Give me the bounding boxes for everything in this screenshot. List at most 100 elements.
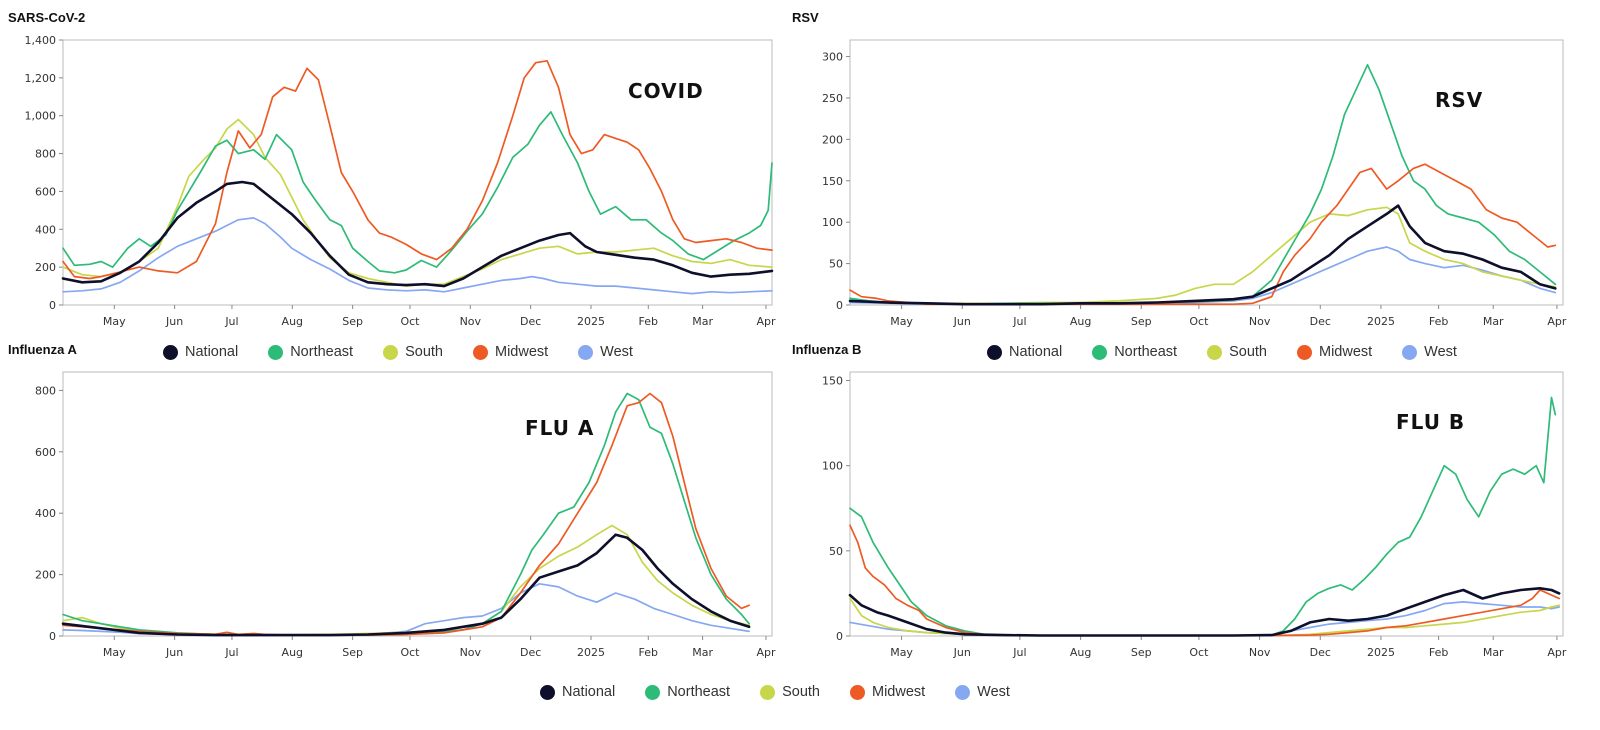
series-line-west	[849, 246, 1557, 306]
legend-item-national[interactable]: National	[163, 344, 238, 360]
series-line-midwest	[62, 392, 750, 636]
y-tick-label: 150	[822, 375, 843, 388]
x-tick-label: Aug	[1070, 646, 1091, 659]
legend-dot	[1402, 344, 1418, 360]
legend-label: Northeast	[667, 684, 731, 700]
y-tick-label: 200	[35, 569, 56, 582]
legend-dot	[163, 344, 178, 360]
y-tick-label: 600	[35, 185, 56, 198]
legend-dot	[955, 684, 971, 700]
y-tick-label: 100	[822, 460, 843, 473]
x-tick-label: Sep	[342, 646, 363, 659]
x-tick-label: Nov	[1249, 315, 1271, 328]
chart-annotation: RSV	[1435, 88, 1483, 112]
legend-item-northeast[interactable]: Northeast	[268, 344, 353, 360]
y-tick-label: 0	[836, 630, 843, 643]
x-tick-label: Dec	[520, 315, 541, 328]
y-tick-label: 0	[49, 630, 56, 643]
y-tick-label: 0	[49, 299, 56, 312]
x-tick-label: Jun	[953, 646, 971, 659]
legend-item-national[interactable]: National	[987, 344, 1062, 360]
x-tick-label: Nov	[1249, 646, 1271, 659]
legend-item-south[interactable]: South	[1207, 344, 1267, 360]
legend-label: West	[1424, 344, 1457, 360]
chart-annotation: FLU A	[525, 416, 594, 440]
legend-dot	[645, 684, 661, 700]
y-tick-label: 400	[35, 507, 56, 520]
series-line-midwest	[849, 524, 1561, 637]
chart-annotation: COVID	[628, 79, 704, 103]
series-line-south	[849, 206, 1557, 305]
legend-item-west[interactable]: West	[955, 684, 1010, 700]
y-tick-label: 1,400	[25, 34, 57, 47]
chart-rsv: 0 50 100 150 200 250 300 May Jun Jul Aug Sep Oct Nov D…	[822, 39, 1567, 328]
x-tick-label: Apr	[756, 646, 776, 659]
legend-dot	[540, 684, 555, 700]
x-tick-label: May	[890, 646, 913, 659]
plot-frame	[62, 371, 773, 637]
x-tick-label: Jun	[953, 315, 971, 328]
series-line-northeast	[849, 396, 1557, 637]
y-tick-label: 100	[822, 216, 843, 229]
legend-dot	[1207, 344, 1223, 360]
legend-dot	[1296, 344, 1312, 360]
series-line-midwest	[849, 163, 1557, 306]
x-tick-label: Apr	[756, 315, 776, 328]
legend-item-northeast[interactable]: Northeast	[1092, 344, 1177, 360]
x-tick-label: Aug	[282, 315, 303, 328]
chart-influenza-b: 0 50 100 150 May Jun Jul Aug Sep Oct Nov Dec 2025 Feb…	[822, 371, 1567, 659]
x-tick-label: May	[103, 315, 126, 328]
series-line-national	[848, 587, 1561, 637]
series-line-south	[62, 524, 750, 636]
legend-item-northeast[interactable]: Northeast	[645, 684, 730, 700]
x-tick-label: Oct	[1189, 315, 1209, 328]
x-tick-label: Apr	[1547, 646, 1567, 659]
x-tick-label: Jul	[1012, 646, 1026, 659]
legend-item-west[interactable]: West	[1402, 344, 1457, 360]
series-line-west	[62, 582, 750, 636]
panel-title-sars-cov-2: SARS-CoV-2	[8, 10, 86, 25]
legend-dot	[760, 684, 776, 700]
series-line-northeast	[62, 111, 773, 274]
y-tick-label: 200	[35, 261, 56, 274]
series-line-national	[61, 533, 751, 637]
legend-dot	[383, 344, 399, 360]
series-line-northeast	[62, 392, 750, 636]
legend-item-national[interactable]: National	[540, 684, 615, 700]
legend-item-midwest[interactable]: Midwest	[1296, 344, 1373, 360]
series-line-national	[848, 204, 1557, 306]
x-tick-label: Dec	[1310, 315, 1331, 328]
x-tick-label: Aug	[1070, 315, 1091, 328]
series-line-midwest	[62, 59, 773, 280]
x-tick-label: Sep	[1131, 315, 1152, 328]
y-tick-label: 150	[822, 175, 843, 188]
x-tick-label: Dec	[1310, 646, 1331, 659]
x-tick-label: Oct	[400, 315, 420, 328]
legend-label: Midwest	[1318, 344, 1373, 360]
legend-label: National	[562, 684, 616, 700]
y-tick-label: 50	[829, 545, 843, 558]
panel-title-influenza-a: Influenza A	[8, 342, 77, 357]
x-tick-label: Oct	[1189, 646, 1209, 659]
legend-item-south[interactable]: South	[760, 684, 820, 700]
x-tick-label: Sep	[1131, 646, 1152, 659]
legend-dot	[472, 344, 488, 360]
x-tick-label: Jul	[1012, 315, 1026, 328]
series-line-west	[62, 217, 773, 295]
x-tick-label: Feb	[1429, 646, 1448, 659]
x-tick-label: Mar	[692, 646, 713, 659]
y-tick-label: 50	[829, 258, 843, 271]
legend-dot	[268, 344, 284, 360]
legend-label: Northeast	[290, 344, 354, 360]
legend-item-midwest[interactable]: Midwest	[849, 684, 925, 700]
x-tick-label: 2025	[1367, 646, 1395, 659]
legend-item-midwest[interactable]: Midwest	[472, 344, 548, 360]
x-tick-label: Sep	[342, 315, 363, 328]
legend-item-west[interactable]: West	[578, 344, 633, 360]
x-tick-label: Nov	[460, 646, 482, 659]
legend-item-south[interactable]: South	[383, 344, 443, 360]
panel-title-influenza-b: Influenza B	[792, 342, 862, 357]
legend-label: South	[1229, 344, 1267, 360]
x-tick-label: Jun	[165, 315, 183, 328]
x-tick-label: Feb	[639, 646, 658, 659]
